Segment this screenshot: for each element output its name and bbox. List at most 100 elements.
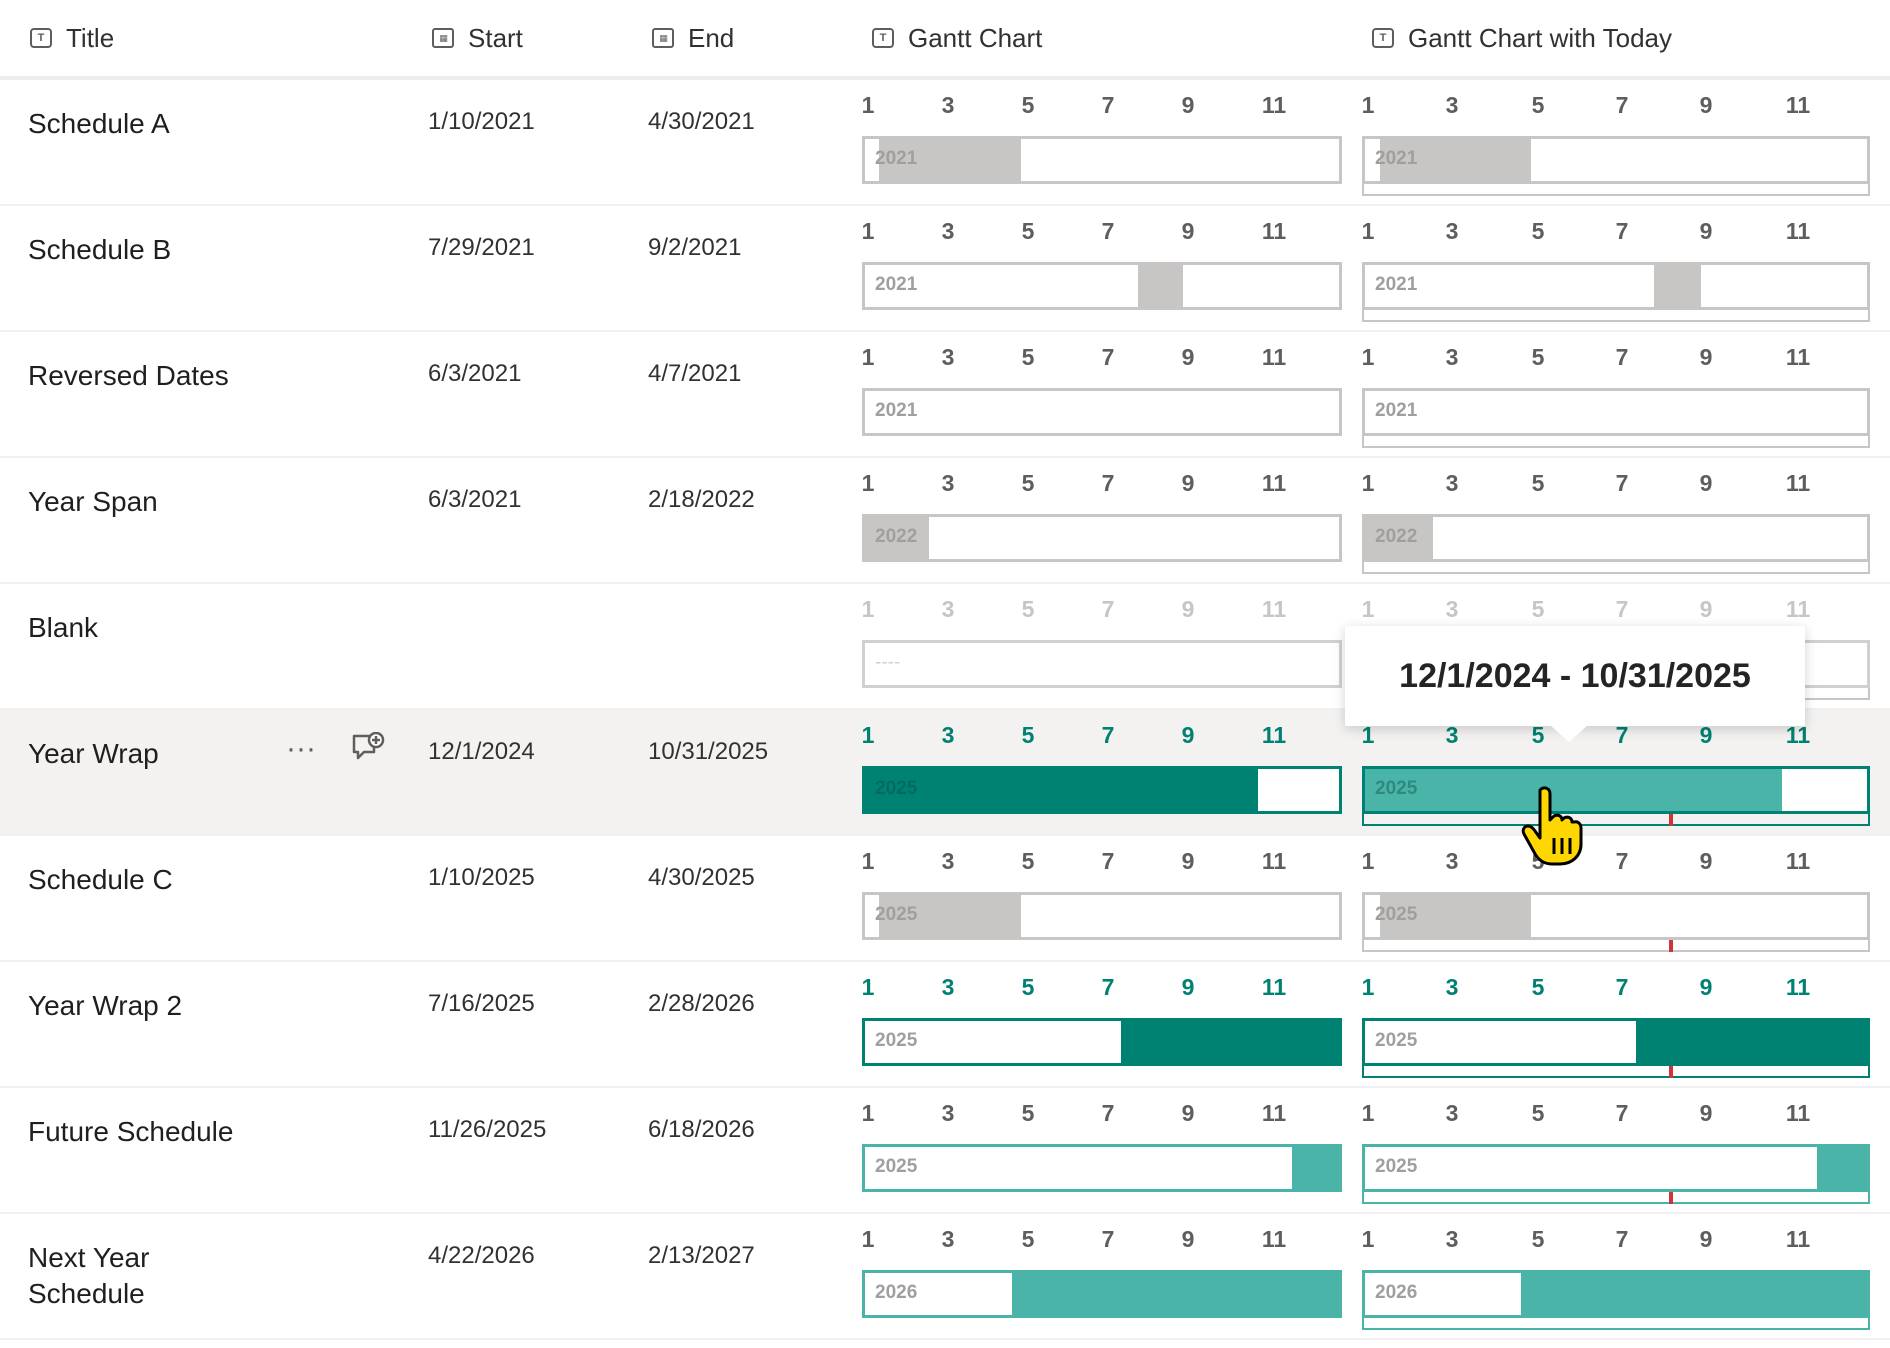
row-end-date[interactable]: 2/13/2027 [648,1242,755,1269]
row-end-date[interactable]: 10/31/2025 [648,738,769,765]
row-start-date[interactable]: 12/1/2024 [428,738,535,765]
gantt-chart-cell[interactable]: 1 3 5 7 9 11 2025 [862,722,1342,832]
table-row[interactable]: Next Year Schedule 4/22/2026 2/13/2027 1 3 5 7… [0,1214,1890,1340]
month-tick: 9 [1699,344,1713,370]
gantt-chart-cell[interactable]: 1 3 5 7 9 11 2022 [862,470,1342,580]
column-header-start[interactable]: ▦ Start [432,22,523,54]
gantt-bar: 2025 [1362,892,1870,940]
month-tick: 1 [861,722,875,748]
row-end-date[interactable]: 2/18/2022 [648,486,755,513]
table-row[interactable]: Reversed Dates 6/3/2021 4/7/2021 1 3 5 7 9 11 202… [0,332,1890,458]
gantt-chart-today-cell[interactable]: 1 3 5 7 9 11 2021 [1362,92,1870,202]
month-tick: 9 [1181,344,1195,370]
row-start-date[interactable]: 11/26/2025 [428,1116,547,1143]
calendar-icon: ▦ [432,28,454,48]
gantt-chart-cell[interactable]: 1 3 5 7 9 11 2021 [862,344,1342,454]
row-title[interactable]: Reversed Dates [28,360,229,391]
table-row[interactable]: Year Wrap 2 7/16/2025 2/28/2026 1 3 5 7 9 11 2025… [0,962,1890,1088]
month-tick: 3 [1445,974,1459,1000]
gantt-chart-cell[interactable]: 1 3 5 7 9 11 2021 [862,92,1342,202]
month-ticks: 1 3 5 7 9 11 [862,596,1342,626]
row-title[interactable]: Schedule A [28,108,170,139]
row-start-date[interactable]: 7/29/2021 [428,234,535,261]
gantt-bar: 2026 [862,1270,1342,1318]
month-tick: 3 [1445,218,1459,244]
table-row[interactable]: Schedule A 1/10/2021 4/30/2021 1 3 5 7 9 11 2021 1… [0,80,1890,206]
calendar-icon: ▦ [652,28,674,48]
gantt-fill [1365,517,1433,559]
gantt-fill [1291,1147,1339,1189]
month-ticks: 1 3 5 7 9 11 [1362,470,1870,500]
month-tick: 3 [941,722,955,748]
month-tick: 11 [1785,218,1811,244]
column-header-title[interactable]: T Title [30,22,114,54]
gantt-chart-cell[interactable]: 1 3 5 7 9 11 2025 [862,848,1342,958]
row-end-date[interactable]: 4/30/2021 [648,108,755,135]
month-tick: 3 [941,1100,955,1126]
row-start-date[interactable]: 7/16/2025 [428,990,535,1017]
add-comment-icon[interactable] [350,731,386,776]
row-title[interactable]: Schedule C [28,864,173,895]
gantt-chart-today-cell[interactable]: 1 3 5 7 9 11 2025 [1362,1100,1870,1210]
gantt-chart-today-cell[interactable]: 1 3 5 7 9 11 2025 [1362,848,1870,958]
month-ticks: 1 3 5 7 9 11 [862,974,1342,1004]
row-start-date[interactable]: 1/10/2025 [428,864,535,891]
row-start-date[interactable]: 6/3/2021 [428,486,522,513]
month-tick: 1 [861,848,875,874]
row-end-date[interactable]: 9/2/2021 [648,234,742,261]
month-tick: 3 [941,218,955,244]
row-title[interactable]: Blank [28,612,99,643]
gantt-chart-today-cell[interactable]: 1 3 5 7 9 11 2026 [1362,1226,1870,1336]
row-title[interactable]: Year Wrap [28,738,159,769]
row-start-date[interactable]: 1/10/2021 [428,108,535,135]
gantt-chart-today-cell[interactable]: 1 3 5 7 9 11 2021 [1362,344,1870,454]
gantt-chart-today-cell[interactable]: 1 3 5 7 9 11 2025 [1362,974,1870,1084]
more-options-icon[interactable]: ··· [286,732,316,765]
gantt-year-label: 2022 [1375,526,1418,547]
month-tick: 11 [1261,848,1287,874]
month-tick: 5 [1021,974,1035,1000]
month-tick: 7 [1101,1100,1115,1126]
row-title[interactable]: Next Year Schedule [28,1242,150,1309]
row-end-date[interactable]: 4/30/2025 [648,864,755,891]
gantt-year-underline [1362,1192,1870,1204]
gantt-chart-cell[interactable]: 1 3 5 7 9 11 2025 [862,974,1342,1084]
month-tick: 3 [1445,470,1459,496]
row-end-date[interactable]: 6/18/2026 [648,1116,755,1143]
table-row[interactable]: Future Schedule 11/26/2025 6/18/2026 1 3 5 7 9 1… [0,1088,1890,1214]
row-end-date[interactable]: 2/28/2026 [648,990,755,1017]
month-tick: 3 [941,596,955,622]
row-title[interactable]: Schedule B [28,234,172,265]
hand-pointer-icon [1521,786,1583,866]
gantt-year-label: 2025 [875,904,918,925]
table-row[interactable]: Year Span 6/3/2021 2/18/2022 1 3 5 7 9 11 2022 1 3 5… [0,458,1890,584]
row-start-date[interactable]: 6/3/2021 [428,360,522,387]
gantt-chart-cell[interactable]: 1 3 5 7 9 11 2026 [862,1226,1342,1336]
month-ticks: 1 3 5 7 9 11 [862,470,1342,500]
column-header-gantt-today[interactable]: T Gantt Chart with Today [1372,22,1672,54]
month-tick: 5 [1531,1100,1545,1126]
gantt-chart-cell[interactable]: 1 3 5 7 9 11 2021 [862,218,1342,328]
month-ticks: 1 3 5 7 9 11 [862,92,1342,122]
gantt-chart-today-cell[interactable]: 1 3 5 7 9 11 2021 [1362,218,1870,328]
gantt-chart-cell[interactable]: 1 3 5 7 9 11 ---- [862,596,1342,706]
gantt-chart-today-cell[interactable]: 1 3 5 7 9 11 2022 [1362,470,1870,580]
table-row[interactable]: Year Wrap ··· 12/1/2024 10/31/2025 1 3 5 7 9 11 20… [0,710,1890,836]
gantt-chart-cell[interactable]: 1 3 5 7 9 11 2025 [862,1100,1342,1210]
month-tick: 7 [1101,470,1115,496]
month-tick: 1 [861,218,875,244]
month-tick: 5 [1021,344,1035,370]
table-row[interactable]: Schedule B 7/29/2021 9/2/2021 1 3 5 7 9 11 2021 1 3… [0,206,1890,332]
gantt-chart-today-cell[interactable]: 1 3 5 7 9 11 2025 [1362,722,1870,832]
gantt-year-label: 2021 [875,274,918,295]
row-title[interactable]: Future Schedule [28,1116,234,1147]
row-title[interactable]: Year Span [28,486,158,517]
row-title[interactable]: Year Wrap 2 [28,990,183,1021]
row-end-date[interactable]: 4/7/2021 [648,360,742,387]
row-start-date[interactable]: 4/22/2026 [428,1242,535,1269]
column-header-gantt[interactable]: T Gantt Chart [872,22,1042,54]
table-row[interactable]: Schedule C 1/10/2025 4/30/2025 1 3 5 7 9 11 2025 1… [0,836,1890,962]
column-header-end[interactable]: ▦ End [652,22,734,54]
gantt-fill [879,895,1022,937]
gantt-fill [1380,139,1531,181]
